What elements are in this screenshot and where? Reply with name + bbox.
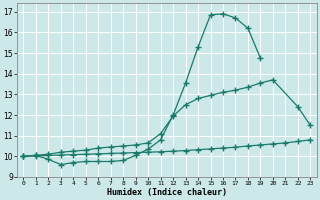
X-axis label: Humidex (Indice chaleur): Humidex (Indice chaleur): [107, 188, 227, 197]
